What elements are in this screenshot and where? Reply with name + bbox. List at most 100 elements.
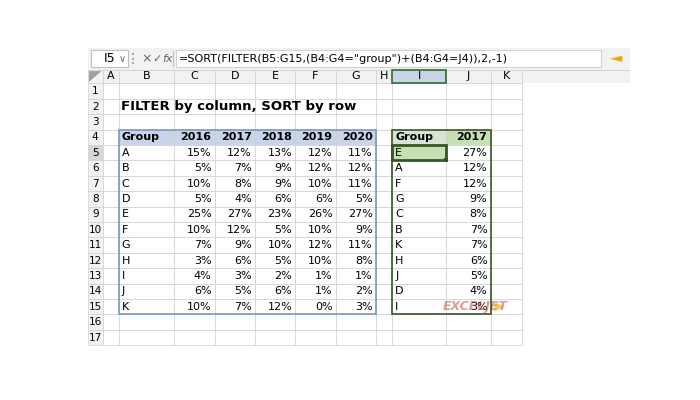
Bar bbox=[447, 130, 491, 145]
Text: 26%: 26% bbox=[307, 209, 332, 219]
Polygon shape bbox=[494, 302, 505, 311]
Text: 3%: 3% bbox=[470, 302, 487, 312]
Bar bbox=[118, 130, 376, 314]
Text: 12%: 12% bbox=[307, 163, 332, 173]
Bar bbox=[174, 330, 215, 345]
Bar bbox=[88, 284, 103, 299]
Bar bbox=[392, 145, 447, 160]
Bar bbox=[255, 238, 295, 253]
Bar bbox=[295, 160, 335, 176]
Bar bbox=[392, 176, 447, 191]
Bar bbox=[215, 130, 255, 145]
Bar bbox=[491, 145, 522, 160]
Text: 2020: 2020 bbox=[342, 132, 372, 142]
Text: G: G bbox=[351, 72, 360, 82]
Bar bbox=[118, 299, 174, 314]
Bar bbox=[88, 84, 103, 99]
Text: 10: 10 bbox=[89, 225, 102, 235]
Text: 12%: 12% bbox=[307, 148, 332, 158]
Bar bbox=[88, 222, 103, 238]
Bar bbox=[118, 191, 174, 207]
Bar bbox=[335, 207, 376, 222]
Bar bbox=[447, 268, 491, 284]
Bar bbox=[295, 284, 335, 299]
Text: 16: 16 bbox=[89, 317, 102, 327]
Bar bbox=[255, 207, 295, 222]
Bar bbox=[295, 238, 335, 253]
Text: I5: I5 bbox=[104, 52, 115, 65]
Bar bbox=[118, 130, 174, 145]
Bar bbox=[255, 222, 295, 238]
Text: 9%: 9% bbox=[355, 225, 372, 235]
Text: 12: 12 bbox=[89, 256, 102, 266]
Bar bbox=[447, 99, 491, 114]
Bar bbox=[88, 145, 103, 160]
Bar bbox=[335, 314, 376, 330]
Bar bbox=[118, 176, 174, 191]
Bar bbox=[491, 268, 522, 284]
Bar bbox=[447, 130, 491, 145]
Bar bbox=[174, 299, 215, 314]
Bar bbox=[376, 253, 392, 268]
Bar bbox=[88, 114, 103, 130]
Bar bbox=[295, 253, 335, 268]
Bar bbox=[215, 176, 255, 191]
Bar bbox=[88, 330, 103, 345]
Text: 6%: 6% bbox=[274, 194, 292, 204]
Bar bbox=[295, 130, 335, 145]
Text: 13: 13 bbox=[89, 271, 102, 281]
Bar bbox=[295, 84, 335, 99]
Bar bbox=[295, 207, 335, 222]
Bar bbox=[215, 253, 255, 268]
Text: C: C bbox=[122, 178, 130, 188]
Bar bbox=[447, 253, 491, 268]
Bar bbox=[447, 222, 491, 238]
Bar bbox=[255, 268, 295, 284]
Text: 8%: 8% bbox=[234, 178, 252, 188]
Text: 9%: 9% bbox=[470, 194, 487, 204]
Bar bbox=[491, 330, 522, 345]
Text: 11%: 11% bbox=[348, 178, 372, 188]
Text: A: A bbox=[122, 148, 130, 158]
Bar bbox=[376, 314, 392, 330]
Bar bbox=[392, 238, 447, 253]
Bar bbox=[118, 145, 174, 160]
Bar bbox=[215, 176, 255, 191]
Text: G: G bbox=[395, 194, 404, 204]
Text: 2%: 2% bbox=[274, 271, 292, 281]
Bar bbox=[103, 314, 118, 330]
Text: H: H bbox=[122, 256, 130, 266]
Bar bbox=[255, 299, 295, 314]
Bar bbox=[447, 160, 491, 176]
Bar bbox=[174, 268, 215, 284]
Bar bbox=[255, 238, 295, 253]
Bar bbox=[215, 284, 255, 299]
Text: I: I bbox=[418, 72, 421, 82]
Bar bbox=[255, 160, 295, 176]
Text: 1%: 1% bbox=[355, 271, 372, 281]
Bar bbox=[255, 253, 295, 268]
Bar bbox=[376, 207, 392, 222]
Bar bbox=[90, 50, 128, 67]
Text: B: B bbox=[143, 72, 150, 82]
Bar bbox=[88, 268, 103, 284]
Bar bbox=[255, 176, 295, 191]
Text: 4%: 4% bbox=[194, 271, 211, 281]
Text: 6: 6 bbox=[92, 163, 99, 173]
Bar bbox=[295, 191, 335, 207]
Bar bbox=[376, 130, 392, 145]
Text: 6%: 6% bbox=[274, 286, 292, 296]
Bar bbox=[392, 253, 447, 268]
Bar bbox=[88, 238, 103, 253]
Bar bbox=[118, 191, 174, 207]
Bar bbox=[335, 160, 376, 176]
Bar bbox=[255, 70, 295, 84]
Bar bbox=[174, 176, 215, 191]
Bar bbox=[118, 238, 174, 253]
Bar bbox=[215, 222, 255, 238]
Bar bbox=[255, 207, 295, 222]
Bar bbox=[392, 70, 447, 84]
Bar bbox=[103, 99, 118, 114]
Bar bbox=[491, 284, 522, 299]
Bar bbox=[255, 176, 295, 191]
